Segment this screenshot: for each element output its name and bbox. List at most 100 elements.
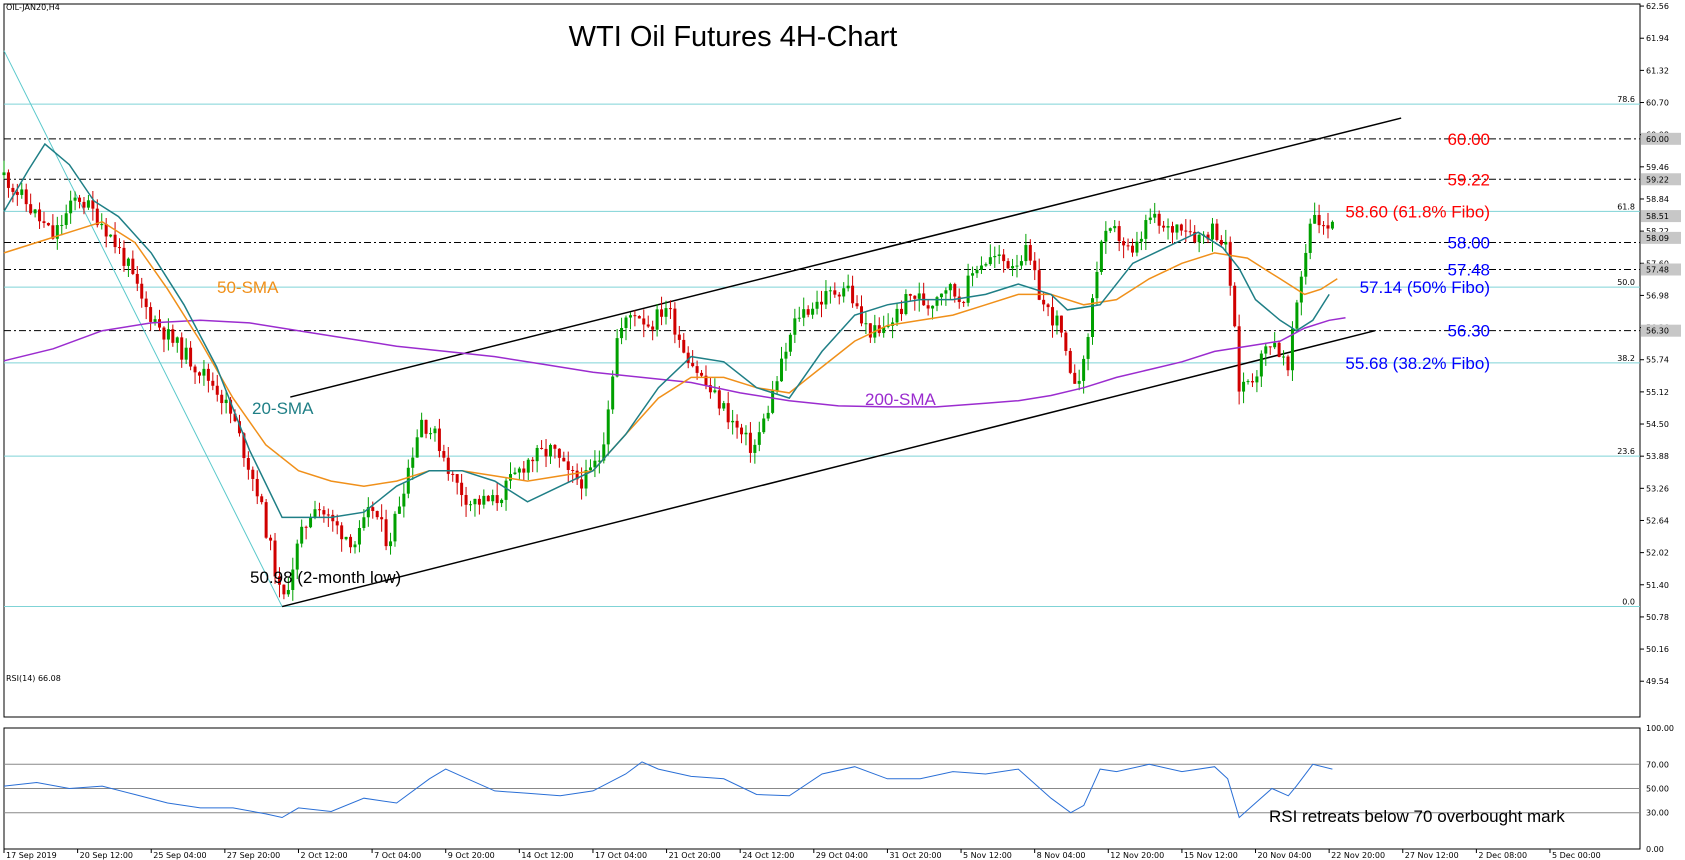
candle-body xyxy=(1073,372,1077,384)
candle-body xyxy=(695,366,699,373)
candle-body xyxy=(282,584,286,595)
x-tick-label: 15 Nov 12:00 xyxy=(1184,851,1238,860)
candle-body xyxy=(597,460,601,462)
candle-body xyxy=(553,444,557,449)
candle-body xyxy=(744,432,748,435)
candle-body xyxy=(264,502,268,538)
level-label: 57.14 (50% Fibo) xyxy=(1360,278,1490,297)
candle-body xyxy=(500,499,504,504)
candle-body xyxy=(1011,266,1015,269)
candle-body xyxy=(1184,230,1188,232)
candle-body xyxy=(46,223,50,226)
y-tick-label: 58.22 xyxy=(1646,227,1669,236)
candle-body xyxy=(1086,337,1090,359)
price-box-label: 57.48 xyxy=(1646,265,1669,274)
candle-body xyxy=(42,221,46,224)
y-tick-label: 58.84 xyxy=(1646,195,1669,204)
candle-body xyxy=(1179,224,1183,231)
candle-body xyxy=(477,498,481,505)
candle-body xyxy=(899,308,903,315)
candle-body xyxy=(504,480,508,500)
price-panel: 62.5661.9461.3260.7060.0859.4658.8458.22… xyxy=(2,2,1681,718)
candle-body xyxy=(1304,252,1308,277)
candle-body xyxy=(624,317,628,328)
candle-body xyxy=(255,478,259,497)
candle-body xyxy=(722,403,726,409)
candle-body xyxy=(557,448,561,458)
candle-body xyxy=(655,309,659,330)
candle-body xyxy=(1170,226,1174,233)
candle-body xyxy=(20,189,24,195)
candle-body xyxy=(15,191,19,195)
y-tick-label: 50.16 xyxy=(1646,645,1669,654)
candle-body xyxy=(637,316,641,319)
price-box-label: 58.51 xyxy=(1646,212,1669,221)
candle-body xyxy=(104,223,108,237)
y-tick-label: 61.94 xyxy=(1646,34,1669,43)
rsi-tick-label: 100.00 xyxy=(1646,724,1674,733)
candle-body xyxy=(886,325,890,327)
x-tick-label: 7 Oct 04:00 xyxy=(374,851,421,860)
candle-body xyxy=(1322,225,1326,227)
candle-body xyxy=(1002,254,1006,262)
candle-body xyxy=(611,376,615,410)
candle-body xyxy=(135,273,139,284)
fib-label: 0.0 xyxy=(1622,598,1635,607)
candle-body xyxy=(340,525,344,540)
candle-body xyxy=(708,385,712,393)
candle-body xyxy=(1077,380,1081,384)
candle-body xyxy=(1117,226,1121,242)
candle-body xyxy=(353,544,357,548)
sma50-line xyxy=(3,220,1338,487)
candle-body xyxy=(824,291,828,305)
candle-body xyxy=(700,372,704,376)
x-tick-label: 14 Oct 12:00 xyxy=(521,851,573,860)
candle-body xyxy=(660,309,664,317)
price-box xyxy=(1641,263,1681,276)
price-box xyxy=(1641,132,1681,145)
candle-body xyxy=(979,265,983,270)
candle-body xyxy=(859,306,863,324)
candle-body xyxy=(415,437,419,458)
x-tick-label: 20 Nov 04:00 xyxy=(1258,851,1312,860)
candle-body xyxy=(1095,271,1099,299)
price-box xyxy=(1641,324,1681,337)
candle-body xyxy=(771,390,775,413)
candle-body xyxy=(535,447,539,462)
candle-body xyxy=(1330,221,1334,229)
candle-body xyxy=(1237,326,1241,392)
candle-body xyxy=(140,283,144,299)
candle-body xyxy=(931,305,935,309)
candle-body xyxy=(473,498,477,505)
candle-body xyxy=(371,507,375,512)
candle-body xyxy=(531,459,535,462)
candle-body xyxy=(100,223,104,226)
candle-body xyxy=(971,273,975,276)
candle-body xyxy=(260,496,264,503)
y-tick-label: 52.64 xyxy=(1646,516,1669,525)
candle-body xyxy=(335,521,339,526)
candle-body xyxy=(842,288,846,297)
candle-body xyxy=(726,403,730,423)
candle-body xyxy=(855,303,859,307)
x-tick-label: 5 Nov 12:00 xyxy=(963,851,1012,860)
candle-body xyxy=(802,309,806,318)
candle-body xyxy=(508,474,512,481)
candle-body xyxy=(1139,238,1143,242)
candle-body xyxy=(966,275,970,303)
candle-body xyxy=(286,589,290,595)
candle-body xyxy=(1228,241,1232,286)
candle-body xyxy=(837,294,841,297)
y-tick-label: 55.12 xyxy=(1646,388,1669,397)
candle-body xyxy=(628,315,632,318)
y-tick-label: 54.50 xyxy=(1646,420,1669,429)
candle-body xyxy=(806,309,810,315)
y-tick-label: 60.70 xyxy=(1646,99,1669,108)
x-tick-label: 8 Nov 04:00 xyxy=(1037,851,1086,860)
candle-body xyxy=(513,472,517,475)
candle-body xyxy=(144,298,148,308)
candle-body xyxy=(1282,356,1286,358)
candle-body xyxy=(540,447,544,449)
candle-body xyxy=(237,421,241,434)
rsi-annotation: RSI retreats below 70 overbought mark xyxy=(1269,807,1565,826)
